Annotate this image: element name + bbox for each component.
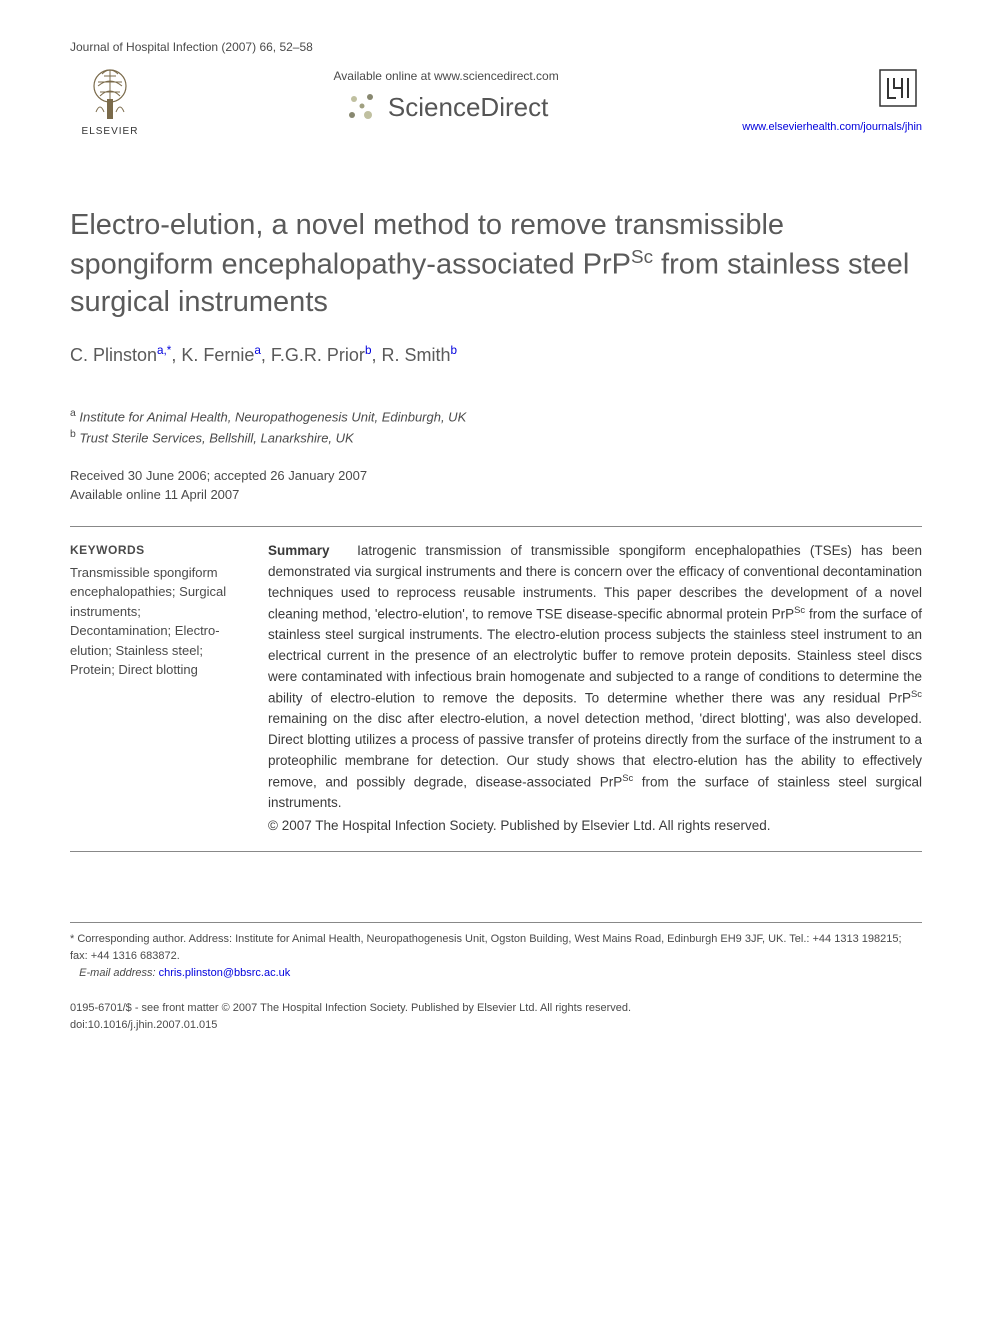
- authors-line: C. Plinstona,*, K. Ferniea, F.G.R. Prior…: [70, 344, 922, 366]
- available-online-date: Available online 11 April 2007: [70, 486, 922, 504]
- header-logo-row: ELSEVIER Available online at www.science…: [70, 64, 922, 137]
- footnotes-block: * Corresponding author. Address: Institu…: [70, 922, 922, 982]
- issn-line: 0195-6701/$ - see front matter © 2007 Th…: [70, 1000, 922, 1017]
- affiliation-b: b Trust Sterile Services, Bellshill, Lan…: [70, 427, 922, 448]
- author-1-affil[interactable]: a,*: [157, 344, 171, 357]
- summary-sup-2: Sc: [911, 689, 922, 700]
- journal-logo-icon: [862, 64, 922, 115]
- summary-heading: Summary: [268, 543, 330, 558]
- affiliation-b-text: Trust Sterile Services, Bellshill, Lanar…: [79, 430, 353, 445]
- elsevier-wordmark: ELSEVIER: [82, 126, 139, 137]
- elsevier-tree-icon: [80, 64, 140, 124]
- journal-citation: Journal of Hospital Infection (2007) 66,…: [70, 40, 922, 54]
- sciencedirect-wordmark: ScienceDirect: [388, 92, 548, 123]
- author-4: R. Smith: [381, 345, 450, 365]
- sciencedirect-logo: ScienceDirect: [150, 89, 742, 125]
- author-4-affil[interactable]: b: [450, 344, 457, 357]
- affiliations-block: a Institute for Animal Health, Neuropath…: [70, 406, 922, 448]
- author-2-affil[interactable]: a: [254, 344, 261, 357]
- author-3: F.G.R. Prior: [271, 345, 365, 365]
- elsevier-logo: ELSEVIER: [70, 64, 150, 137]
- summary-sup-3: Sc: [622, 773, 633, 784]
- received-accepted-date: Received 30 June 2006; accepted 26 Janua…: [70, 467, 922, 485]
- doi-line: doi:10.1016/j.jhin.2007.01.015: [70, 1017, 922, 1034]
- sciencedirect-block: Available online at www.sciencedirect.co…: [150, 69, 742, 125]
- article-dates: Received 30 June 2006; accepted 26 Janua…: [70, 467, 922, 503]
- article-title-block: Electro-elution, a novel method to remov…: [70, 207, 922, 322]
- article-title: Electro-elution, a novel method to remov…: [70, 207, 922, 322]
- affiliation-a-text: Institute for Animal Health, Neuropathog…: [79, 409, 466, 424]
- bottom-copyright-block: 0195-6701/$ - see front matter © 2007 Th…: [70, 1000, 922, 1033]
- email-link[interactable]: chris.plinston@bbsrc.ac.uk: [159, 967, 291, 979]
- keywords-heading: KEYWORDS: [70, 541, 240, 559]
- author-1: C. Plinston: [70, 345, 157, 365]
- available-online-text: Available online at www.sciencedirect.co…: [150, 69, 742, 83]
- keywords-list: Transmissible spongiform encephalopathie…: [70, 563, 240, 680]
- email-label: E-mail address:: [79, 967, 155, 979]
- affiliation-a: a Institute for Animal Health, Neuropath…: [70, 406, 922, 427]
- journal-logo-block: www.elsevierhealth.com/journals/jhin: [742, 64, 922, 133]
- summary-sup-1: Sc: [794, 605, 805, 616]
- author-3-affil[interactable]: b: [365, 344, 372, 357]
- abstract-box: KEYWORDS Transmissible spongiform enceph…: [70, 526, 922, 852]
- email-line: E-mail address: chris.plinston@bbsrc.ac.…: [70, 965, 922, 982]
- summary-copyright: © 2007 The Hospital Infection Society. P…: [268, 816, 922, 837]
- title-superscript: Sc: [631, 246, 653, 267]
- journal-url-link[interactable]: www.elsevierhealth.com/journals/jhin: [742, 121, 922, 133]
- author-2: K. Fernie: [181, 345, 254, 365]
- sciencedirect-icon: [344, 89, 380, 125]
- corresponding-author-note: * Corresponding author. Address: Institu…: [70, 931, 922, 965]
- keywords-column: KEYWORDS Transmissible spongiform enceph…: [70, 541, 240, 837]
- summary-column: Summary Iatrogenic transmission of trans…: [268, 541, 922, 837]
